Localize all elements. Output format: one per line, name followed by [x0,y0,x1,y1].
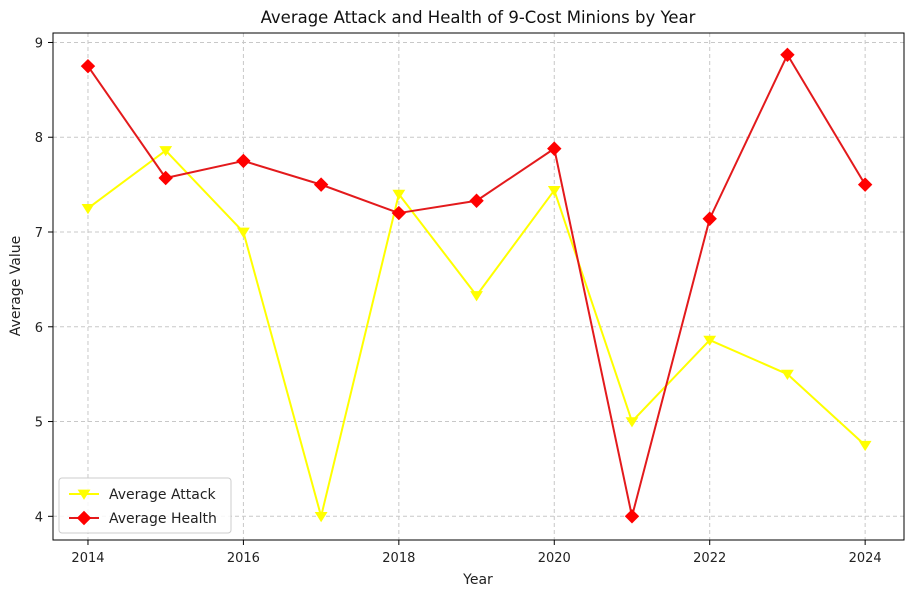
data-point-2 [236,153,251,169]
x-axis-ticks: 2014 2016 2018 2020 2022 2024 [71,540,882,566]
x-tick-label: 2016 [227,551,260,566]
data-point-1 [314,511,328,523]
data-point-2 [780,47,795,63]
legend: Average Attack Average Health [58,477,232,534]
data-point-2 [469,193,484,208]
y-tick-label: 9 [35,36,43,51]
data-point-2 [80,58,96,74]
data-point-2 [702,211,717,226]
data-point-1 [625,417,639,428]
y-tick-label: 7 [35,226,43,241]
legend-swatch-marker [77,489,91,500]
data-point-1 [392,189,406,200]
legend-box [58,477,232,534]
data-point-1 [237,227,250,238]
y-tick-label: 5 [35,416,43,431]
legend-swatch-marker [76,510,92,526]
grid-lines [53,33,904,540]
series-markers [80,47,873,524]
data-point-2 [857,177,873,192]
series-lines [87,53,866,518]
y-tick-label: 6 [35,321,43,336]
data-point-1 [159,146,173,157]
series-line-2 [87,53,866,518]
data-point-1 [781,369,794,381]
chart-title: Average Attack and Health of 9-Cost Mini… [261,8,696,27]
y-tick-label: 4 [35,510,43,525]
legend-entry-label: Average Attack [109,487,217,503]
data-point-2 [624,509,640,524]
y-tick-label: 8 [35,131,43,146]
data-point-1 [703,335,717,346]
data-point-2 [158,170,173,186]
x-tick-label: 2024 [849,551,882,566]
data-point-2 [313,177,329,192]
x-tick-label: 2022 [693,551,726,566]
data-point-2 [547,141,562,156]
x-tick-label: 2018 [382,551,415,566]
legend-entry-label: Average Health [109,511,217,527]
x-tick-label: 2014 [71,551,104,566]
x-axis-label: Year [462,572,493,588]
y-axis-label: Average Value [8,236,24,336]
data-point-2 [391,205,407,221]
data-point-1 [81,203,95,215]
data-point-1 [547,185,561,197]
data-point-1 [858,440,872,452]
plot-area-frame [52,32,905,541]
x-tick-label: 2020 [538,551,571,566]
data-point-1 [470,291,483,302]
y-axis-ticks: 4 5 6 7 8 9 [35,36,53,525]
